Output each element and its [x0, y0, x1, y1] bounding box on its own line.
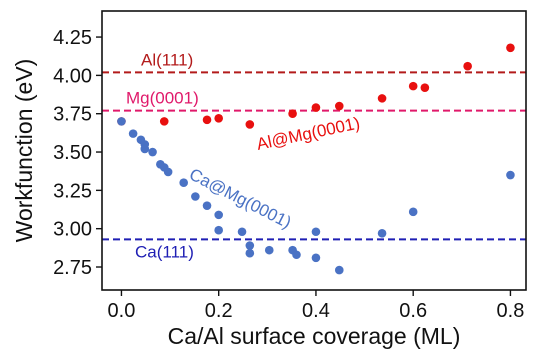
data-point: [140, 144, 150, 154]
x-tick-label: 0.4: [302, 300, 330, 322]
data-point: [245, 241, 255, 250]
reference-line-label: Mg(0001): [126, 89, 199, 108]
data-point: [311, 103, 321, 112]
y-axis-ticks: 2.75 3.00 3.25 3.50 3.75 4.00 4.25: [53, 27, 102, 279]
data-point: [191, 192, 200, 201]
data-point: [506, 43, 515, 53]
data-point: [128, 129, 138, 138]
reference-line-label: Al(111): [141, 50, 193, 69]
reference-line-label: Ca(111): [135, 242, 194, 261]
x-tick-label: 0.0: [108, 300, 136, 322]
data-point: [408, 207, 418, 217]
data-point: [214, 225, 223, 235]
data-point: [202, 201, 212, 210]
data-point: [245, 120, 255, 129]
y-tick-label: 4.00: [53, 65, 92, 87]
data-point: [237, 227, 247, 237]
series-labels: Al@Mg(0001) Ca@Mg(0001): [186, 113, 361, 232]
data-point: [311, 227, 321, 237]
data-point: [163, 167, 173, 177]
data-point: [420, 83, 430, 92]
data-point: [377, 94, 387, 103]
y-tick-label: 2.75: [53, 257, 92, 279]
y-tick-label: 4.25: [53, 27, 92, 49]
data-points: [117, 43, 515, 275]
data-point: [117, 117, 126, 126]
y-tick-label: 3.25: [53, 180, 92, 202]
data-point: [288, 109, 297, 119]
series-label: Al@Mg(0001): [255, 113, 362, 153]
x-tick-label: 0.8: [497, 300, 525, 322]
data-point: [506, 170, 515, 180]
x-axis-label: Ca/Al surface coverage (ML): [168, 323, 461, 349]
x-tick-label: 0.6: [399, 300, 427, 322]
data-point: [463, 61, 472, 71]
plot-frame: [101, 10, 527, 291]
series-label: Ca@Mg(0001): [186, 165, 294, 233]
reference-labels: Al(111) Mg(0001) Ca(111): [126, 50, 199, 261]
data-point: [202, 115, 212, 125]
data-point: [245, 248, 255, 258]
data-point: [148, 147, 157, 157]
y-tick-label: 3.75: [53, 104, 92, 126]
x-axis-ticks: 0.0 0.2 0.4 0.6 0.8: [108, 290, 525, 322]
data-point: [159, 117, 169, 126]
y-tick-label: 3.00: [53, 219, 92, 241]
y-tick-label: 3.50: [53, 142, 92, 164]
data-point: [377, 228, 387, 238]
data-point: [311, 253, 321, 263]
data-point: [179, 178, 188, 187]
data-point: [334, 101, 344, 111]
data-point: [334, 265, 344, 275]
data-point: [408, 81, 418, 91]
data-point: [214, 114, 223, 123]
data-point: [214, 210, 223, 220]
x-tick-label: 0.2: [205, 300, 233, 322]
data-point: [292, 250, 301, 260]
y-axis-label: Workfunction (eV): [11, 59, 37, 243]
data-point: [264, 245, 274, 255]
